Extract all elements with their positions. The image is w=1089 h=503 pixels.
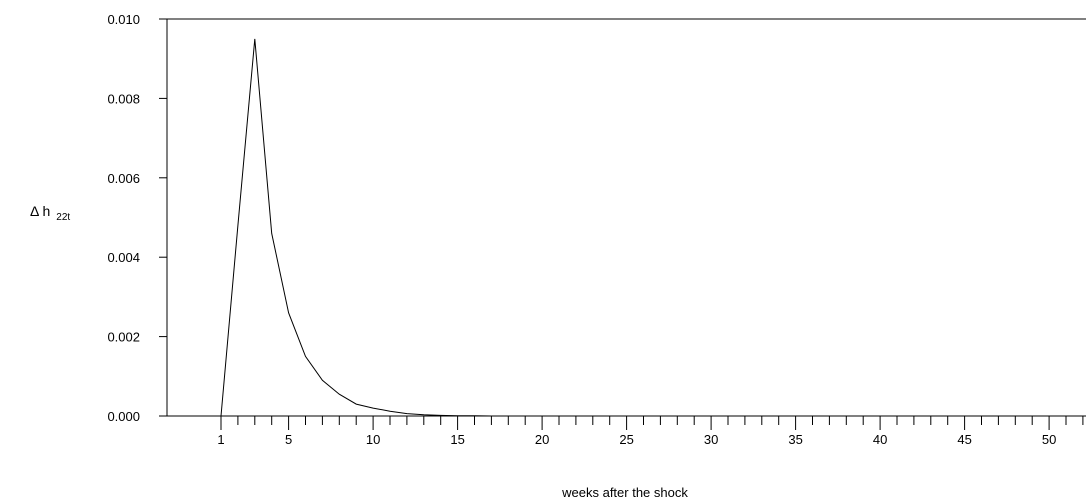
y-axis-label-subscript: 22t [56, 212, 70, 223]
x-tick-label: 15 [450, 432, 464, 447]
x-tick-label: 45 [957, 432, 971, 447]
x-tick-label: 50 [1042, 432, 1056, 447]
y-tick-label: 0.004 [107, 250, 140, 265]
series-layer [220, 38, 1083, 417]
y-axis-label-main: Δ h [30, 203, 50, 219]
y-tick-label: 0.000 [107, 409, 140, 424]
x-axis-ticks: 1 5 10 15 20 25 30 35 40 45 50 [217, 416, 1084, 447]
y-tick-label: 0.010 [107, 12, 140, 27]
x-tick-label: 1 [217, 432, 224, 447]
x-axis-label: weeks after the shock [561, 485, 688, 500]
x-tick-label: 30 [704, 432, 718, 447]
y-axis-ticks: 0.000 0.002 0.004 0.006 0.008 0.010 [107, 12, 167, 424]
x-tick-label: 25 [619, 432, 633, 447]
x-tick-label: 20 [535, 432, 549, 447]
x-tick-label: 35 [788, 432, 802, 447]
plot-frame [166, 18, 1086, 417]
x-tick-label: 5 [285, 432, 292, 447]
y-axis-label: Δ h 22t [30, 203, 70, 223]
series-line [220, 38, 1083, 417]
x-tick-label: 40 [873, 432, 887, 447]
y-tick-label: 0.008 [107, 91, 140, 106]
y-tick-label: 0.006 [107, 171, 140, 186]
x-tick-label: 10 [366, 432, 380, 447]
y-tick-label: 0.002 [107, 330, 140, 345]
